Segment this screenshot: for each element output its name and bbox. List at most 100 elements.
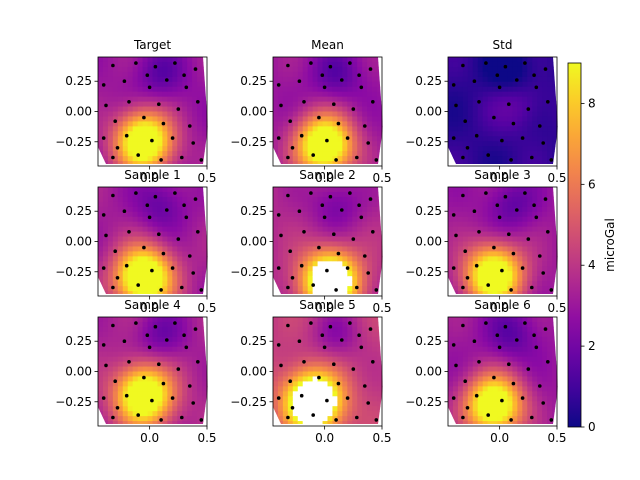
- heat-cell: [172, 206, 178, 213]
- heat-cell: [172, 66, 178, 73]
- heat-cell: [147, 57, 154, 63]
- heat-cell: [147, 356, 154, 363]
- heat-cell: [127, 271, 134, 277]
- x-tick-label: 0.5: [372, 431, 391, 445]
- heat-cell: [342, 346, 348, 353]
- station-marker: [332, 362, 336, 367]
- heat-cell: [172, 331, 178, 338]
- heat-cell: [277, 421, 284, 424]
- heat-cell: [322, 291, 329, 294]
- station-marker: [180, 285, 184, 290]
- heat-cell: [332, 386, 338, 392]
- heat-cell: [357, 136, 363, 142]
- heat-cell: [122, 351, 129, 358]
- heat-cell: [532, 216, 538, 223]
- heat-cell: [182, 91, 188, 98]
- heat-cell: [462, 141, 469, 147]
- heat-cell: [362, 121, 368, 127]
- heat-cell: [357, 346, 363, 353]
- heat-cell: [517, 336, 523, 343]
- heat-cell: [273, 266, 279, 272]
- heat-cell: [497, 416, 504, 422]
- heat-cell: [302, 361, 309, 368]
- heat-cell: [362, 57, 368, 63]
- heat-cell: [117, 261, 124, 267]
- heat-cell: [167, 366, 173, 373]
- heat-cell: [98, 216, 104, 223]
- heat-cell: [187, 226, 193, 233]
- heat-cell: [462, 386, 469, 392]
- heat-cell: [317, 376, 324, 382]
- heat-cell: [102, 401, 109, 407]
- station-marker: [184, 215, 189, 220]
- heat-cell: [172, 226, 178, 233]
- heat-cell: [497, 136, 504, 142]
- heat-cell: [132, 317, 139, 323]
- heat-cell: [542, 91, 548, 98]
- heat-cell: [162, 256, 168, 262]
- heat-cell: [347, 281, 353, 287]
- heat-cell: [362, 391, 368, 397]
- heat-cell: [507, 411, 513, 417]
- heat-cell: [502, 391, 509, 397]
- heat-cell: [452, 216, 459, 223]
- heat-cell: [127, 66, 134, 73]
- station-marker: [101, 396, 106, 400]
- heat-cell: [362, 196, 368, 203]
- heat-cell: [162, 271, 168, 277]
- heat-cell: [197, 266, 203, 272]
- heat-cell: [477, 236, 484, 243]
- heat-cell: [487, 416, 494, 422]
- heat-cell: [182, 281, 188, 287]
- heat-cell: [277, 201, 284, 208]
- station-marker: [465, 406, 470, 410]
- heat-cell: [367, 126, 373, 132]
- y-tick-label: −0.25: [55, 395, 92, 409]
- heat-cell: [337, 396, 343, 402]
- heat-cell: [487, 286, 494, 292]
- heat-cell: [372, 266, 378, 272]
- heat-cell: [287, 196, 294, 203]
- heat-cell: [332, 376, 338, 382]
- heat-cell: [332, 206, 338, 213]
- heat-cell: [107, 356, 114, 363]
- heat-cell: [282, 216, 289, 223]
- heat-cell: [112, 236, 119, 243]
- heat-cell: [287, 246, 294, 252]
- heat-cell: [182, 401, 188, 407]
- heat-cell: [292, 416, 299, 422]
- heat-cell: [273, 141, 279, 147]
- heat-cell: [367, 226, 373, 233]
- heat-cell: [502, 351, 509, 358]
- heat-cell: [117, 121, 124, 127]
- heat-cell: [307, 156, 314, 162]
- heat-cell: [152, 86, 159, 93]
- station-marker: [451, 396, 456, 400]
- heat-cell: [377, 86, 383, 93]
- heat-cell: [122, 266, 129, 272]
- heat-cell: [322, 286, 329, 292]
- heat-cell: [527, 416, 533, 422]
- heat-cell: [347, 86, 353, 93]
- heat-cell: [287, 396, 294, 402]
- heat-cell: [98, 326, 104, 333]
- heat-cell: [312, 131, 319, 137]
- heat-cell: [532, 246, 538, 252]
- heat-cell: [482, 341, 489, 348]
- heat-cell: [117, 106, 124, 113]
- heat-cell: [287, 341, 294, 348]
- y-tick-label: −0.25: [230, 135, 267, 149]
- heat-cell: [297, 246, 304, 252]
- heat-cell: [112, 366, 119, 373]
- heat-cell: [332, 391, 338, 397]
- heat-cell: [177, 57, 183, 63]
- heat-cell: [297, 146, 304, 152]
- heat-cell: [332, 236, 338, 243]
- heat-cell: [537, 401, 543, 407]
- heat-cell: [462, 251, 469, 257]
- heat-cell: [467, 336, 474, 343]
- heat-cell: [202, 116, 208, 122]
- heat-cell: [448, 111, 454, 118]
- heat-cell: [312, 406, 319, 412]
- heat-cell: [142, 421, 149, 424]
